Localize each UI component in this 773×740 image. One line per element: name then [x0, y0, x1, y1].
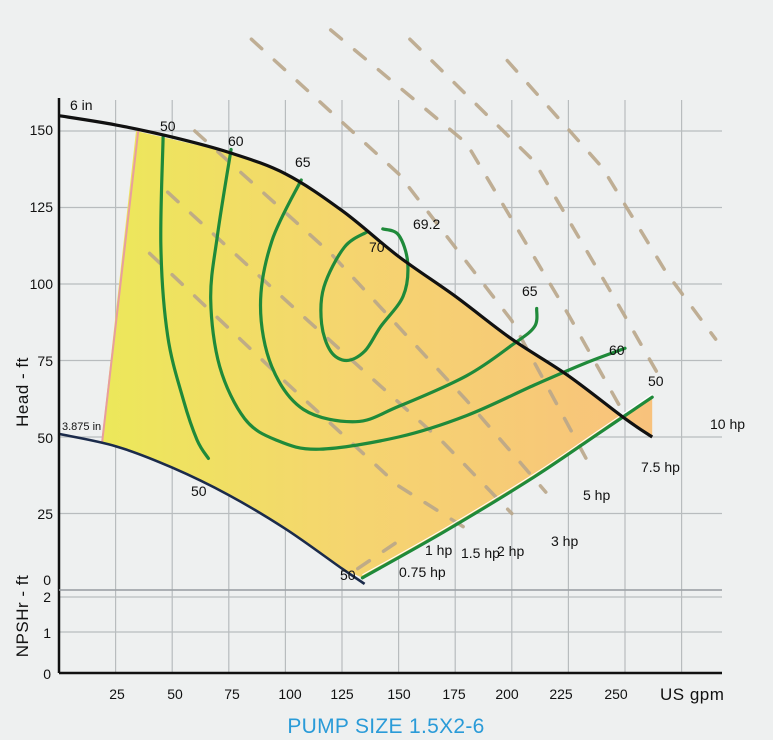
x-tick-50: 50 — [167, 686, 183, 702]
hp-line-3 — [193, 129, 548, 494]
hp-line-0 — [356, 539, 401, 571]
y-tick-75: 75 — [37, 353, 53, 369]
efficiency-contour-0 — [159, 135, 210, 460]
efficiency-contour-1 — [360, 395, 654, 580]
x-tick-125: 125 — [330, 686, 354, 702]
npsh-axis-title: NPSHr - ft — [13, 575, 32, 657]
y-tick-150: 150 — [30, 122, 54, 138]
x-tick-225: 225 — [549, 686, 573, 702]
curve-label-65-right: 65 — [522, 283, 538, 299]
hp-label-3: 3 hp — [551, 533, 578, 549]
operating-region — [102, 131, 653, 578]
npsh-tick-0: 0 — [43, 666, 51, 682]
efficiency-contour-2 — [209, 147, 627, 451]
efficiency-contour-4 — [319, 227, 410, 363]
y-tick-25: 25 — [37, 506, 53, 522]
hp-label-7-5: 7.5 hp — [641, 459, 680, 475]
trim-limit-line — [101, 130, 140, 444]
efficiency-contour-highlight — [362, 393, 653, 576]
hp-line-7 — [505, 58, 718, 341]
x-tick-25: 25 — [109, 686, 125, 702]
hp-label-2: 2 hp — [497, 543, 524, 559]
hp-line-6 — [408, 37, 661, 378]
horsepower-labels: 10 hp 7.5 hp 5 hp 3 hp 2 hp 1.5 hp 1 hp … — [399, 416, 745, 580]
hp-label-1: 1 hp — [425, 542, 452, 558]
efficiency-contours — [159, 135, 654, 580]
efficiency-contour-3 — [258, 178, 539, 424]
npsh-tick-labels: 2 1 0 — [43, 589, 51, 682]
x-tick-labels: 25 50 75 100 125 150 175 200 225 250 — [109, 686, 628, 702]
hp-label-10: 10 hp — [710, 416, 745, 432]
curve-label-50-top: 50 — [160, 118, 176, 134]
impeller-label-3875in: 3.875 in — [62, 421, 101, 433]
y-tick-labels: 150 125 100 75 50 25 0 — [30, 122, 54, 588]
contour-label-50-bottom: 50 — [340, 567, 356, 583]
hp-label-5: 5 hp — [583, 487, 610, 503]
curve-label-50-right: 50 — [648, 373, 664, 389]
x-tick-250: 250 — [604, 686, 628, 702]
y-tick-0: 0 — [43, 572, 51, 588]
hp-label-1-5: 1.5 hp — [461, 545, 500, 561]
hp-line-1 — [147, 251, 469, 531]
x-tick-150: 150 — [387, 686, 411, 702]
hp-line-5 — [328, 28, 627, 418]
x-tick-100: 100 — [278, 686, 302, 702]
axes — [57, 98, 722, 675]
hp-line-4 — [249, 37, 593, 470]
x-tick-75: 75 — [224, 686, 240, 702]
impeller-label-6in: 6 in — [70, 97, 93, 113]
impeller-curve-3875in — [58, 432, 366, 585]
hp-line-2 — [165, 190, 514, 516]
y-tick-100: 100 — [30, 276, 54, 292]
impeller-curves — [58, 114, 654, 585]
x-axis-title: US gpm — [660, 685, 724, 704]
y-tick-125: 125 — [30, 199, 54, 215]
curve-label-60-top: 60 — [228, 133, 244, 149]
contour-label-70: 70 — [369, 239, 385, 255]
x-tick-200: 200 — [495, 686, 519, 702]
npsh-tick-1: 1 — [43, 625, 51, 641]
npsh-tick-2: 2 — [43, 589, 51, 605]
curve-labels: 6 in 3.875 in 50 60 65 69.2 65 60 50 70 … — [62, 97, 664, 583]
curve-label-60-right: 60 — [609, 342, 625, 358]
contour-label-50-low: 50 — [191, 483, 207, 499]
x-tick-175: 175 — [442, 686, 466, 702]
curve-label-65-top: 65 — [295, 154, 311, 170]
impeller-curve-6in — [58, 114, 654, 439]
y-axis-title: Head - ft — [13, 357, 32, 427]
horsepower-lines — [147, 28, 718, 571]
hp-label-0-75: 0.75 hp — [399, 564, 446, 580]
chart-caption: PUMP SIZE 1.5X2-6 — [287, 715, 484, 738]
y-tick-50: 50 — [37, 430, 53, 446]
curve-label-69-2: 69.2 — [413, 216, 440, 232]
